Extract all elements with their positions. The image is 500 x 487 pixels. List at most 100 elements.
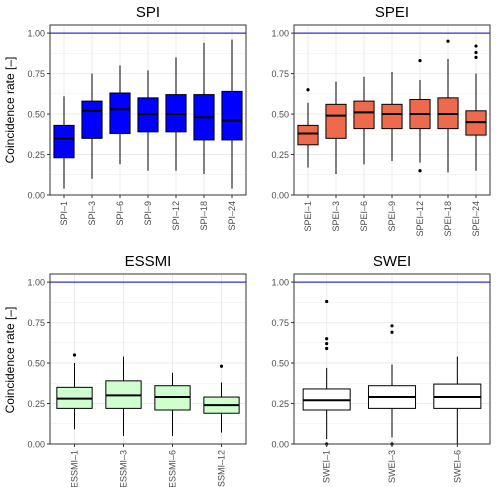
panel-spei: SPEI 0.00 0.25 0.50 0.75 1.00 SPEI–1 SPEI–3 SPEI…: [271, 4, 491, 237]
box-swei-1: [302, 299, 351, 446]
iqr-box: [353, 100, 375, 130]
y-tick-label: 0.25: [27, 399, 45, 409]
y-tick-label: 1.00: [27, 278, 45, 288]
y-tick-label: 0.50: [27, 359, 45, 369]
y-tick-label: 0.00: [271, 191, 289, 201]
y-tick-label: 0.75: [27, 69, 45, 79]
x-tick-label: ESSMI–1: [70, 450, 80, 487]
outlier-point: [219, 364, 224, 368]
x-tick-label: SPI–9: [143, 201, 153, 226]
x-tick-label: ESSMI–12: [217, 450, 227, 487]
box-spi-12: [165, 57, 187, 171]
box-spei-6: [353, 76, 375, 165]
iqr-box: [297, 124, 319, 146]
box-essmi-3: [105, 356, 142, 436]
outlier-point: [418, 169, 422, 173]
outlier-point: [72, 353, 77, 357]
y-tick-label: 1.00: [271, 278, 289, 288]
panel-spi: SPI 0.00 0.25 0.50 0.75 1.00 SPI–1 SPI–3 SPI–6 SP…: [27, 4, 247, 231]
iqr-box: [325, 103, 347, 139]
box-spi-18: [193, 42, 215, 174]
y-tick-label: 0.50: [27, 110, 45, 120]
x-tick-label: SWEI–6: [452, 450, 462, 483]
outlier-point: [325, 346, 329, 351]
outlier-point: [390, 324, 394, 328]
x-tick-label: SPI–1: [59, 201, 69, 226]
outlier-point: [474, 50, 478, 55]
box-spi-6: [109, 65, 131, 165]
box-spei-18: [437, 39, 459, 173]
panel-essmi: ESSMI 0.00 0.25 0.50 0.75 1.00 ESSMI–1 ESSMI–3 E…: [27, 253, 247, 487]
y-axis-label-top: Coincidence rate [–]: [3, 57, 17, 164]
outlier-point: [306, 88, 310, 92]
x-tick-label: ESSMI–3: [119, 450, 129, 487]
iqr-box: [81, 100, 103, 139]
box-spei-24: [465, 44, 487, 171]
panel-border: [49, 24, 247, 196]
box-swei-6: [433, 356, 482, 444]
y-tick-label: 0.25: [271, 150, 289, 160]
outlier-point: [474, 44, 478, 48]
box-spei-12: [409, 59, 431, 173]
panel-border: [293, 24, 491, 196]
y-tick-label: 1.00: [271, 29, 289, 39]
x-tick-label: SPI–6: [115, 201, 125, 226]
x-tick-label: SWEI–3: [387, 450, 397, 483]
box-spi-9: [137, 70, 159, 171]
outlier-point: [474, 55, 478, 59]
box-spi-3: [81, 73, 103, 179]
x-tick-label: SPEI–18: [443, 201, 453, 237]
y-tick-label: 0.00: [27, 191, 45, 201]
outlier-point: [390, 330, 394, 334]
y-tick-label: 0.25: [27, 150, 45, 160]
box-spi-1: [53, 96, 75, 189]
panel-swei: SWEI 0.00 0.25 0.50 0.75 1.00 SWEI–1 SWEI–3 SWEI…: [271, 253, 491, 483]
y-axis-label-bottom: Coincidence rate [–]: [3, 307, 17, 414]
box-essmi-12: [203, 364, 240, 433]
iqr-box: [53, 124, 75, 159]
panel-title: SWEI: [373, 253, 411, 270]
box-essmi-1: [56, 353, 93, 430]
y-tick-label: 0.75: [271, 318, 289, 328]
outlier-point: [325, 342, 329, 346]
plot-background: [50, 274, 246, 444]
panel-title: ESSMI: [125, 253, 172, 270]
box-spei-3: [325, 81, 347, 174]
x-tick-label: SPEI–24: [471, 201, 481, 237]
x-tick-label: SPEI–1: [303, 201, 313, 232]
outlier-point: [325, 299, 329, 304]
y-tick-label: 0.25: [271, 399, 289, 409]
y-tick-label: 0.50: [271, 359, 289, 369]
panel-border: [293, 273, 491, 445]
x-tick-label: SPEI–12: [415, 201, 425, 237]
iqr-box: [381, 103, 403, 130]
y-tick-label: 0.00: [271, 440, 289, 450]
box-spi-24: [221, 39, 243, 189]
box-swei-3: [367, 324, 417, 446]
box-spei-9: [381, 71, 403, 161]
iqr-box: [221, 90, 243, 141]
x-tick-label: SPI–18: [199, 201, 209, 231]
y-tick-label: 0.00: [27, 440, 45, 450]
panel-title: SPEI: [375, 4, 409, 21]
box-spei-1: [297, 88, 319, 168]
x-tick-label: SPI–3: [87, 201, 97, 226]
outlier-point: [446, 39, 450, 43]
y-tick-label: 0.50: [271, 110, 289, 120]
outlier-point: [418, 59, 422, 63]
y-tick-label: 0.75: [27, 318, 45, 328]
x-tick-label: SPEI–9: [387, 201, 397, 232]
panel-border: [49, 273, 247, 445]
y-tick-label: 1.00: [27, 29, 45, 39]
x-tick-label: SPEI–6: [359, 201, 369, 232]
outlier-point: [325, 337, 329, 341]
x-tick-label: ESSMI–6: [168, 450, 178, 487]
x-tick-label: SPI–12: [171, 201, 181, 231]
panel-title: SPI: [136, 4, 160, 21]
x-tick-label: SPI–24: [227, 201, 237, 231]
y-tick-label: 0.75: [271, 69, 289, 79]
iqr-box: [109, 92, 131, 134]
x-tick-label: SPEI–3: [331, 201, 341, 232]
box-essmi-6: [154, 372, 191, 436]
